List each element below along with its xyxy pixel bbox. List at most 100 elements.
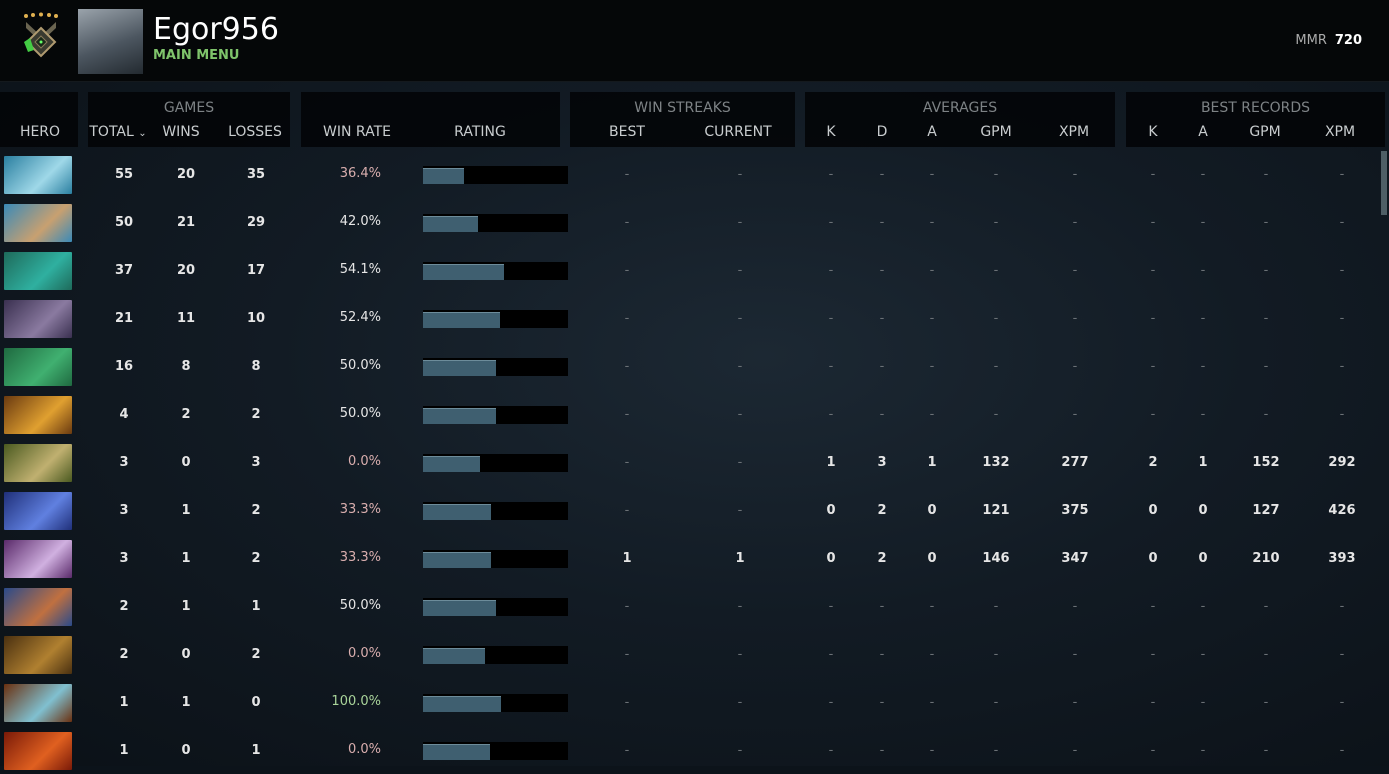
cell-losses: 8 <box>251 359 261 374</box>
col-hero[interactable]: HERO <box>19 124 61 140</box>
col-best-streak[interactable]: BEST <box>609 124 645 140</box>
cell-avg-a: 0 <box>927 551 937 566</box>
cell-avg-d: 2 <box>877 503 887 518</box>
cell-best-streak: - <box>624 167 630 182</box>
rating-bar-fill <box>423 216 479 232</box>
col-avg-k[interactable]: K <box>826 124 836 140</box>
table-row[interactable]: 21 11 10 - - - - - - - - - - - 52.4% <box>0 294 1380 342</box>
cell-losses: 2 <box>251 551 261 566</box>
cell-current-streak: - <box>737 743 743 758</box>
table-row[interactable]: 3 1 2 1 1 0 2 0 146 347 0 0 210 393 33.3% <box>0 534 1380 582</box>
header-panel-hero <box>0 92 78 147</box>
hero-portrait[interactable] <box>4 636 72 674</box>
col-avg-xpm[interactable]: XPM <box>1058 124 1090 140</box>
cell-avg-k: - <box>828 599 834 614</box>
rating-bar-fill <box>423 168 464 184</box>
cell-total: 2 <box>119 647 129 662</box>
table-row[interactable]: 55 20 35 - - - - - - - - - - - 36.4% <box>0 150 1380 198</box>
cell-losses: 2 <box>251 503 261 518</box>
hero-portrait[interactable] <box>4 684 72 722</box>
col-avg-gpm[interactable]: GPM <box>980 124 1012 140</box>
cell-best-streak: - <box>624 695 630 710</box>
cell-avg-d: - <box>879 407 885 422</box>
col-best-a[interactable]: A <box>1198 124 1208 140</box>
cell-best-xpm: - <box>1339 167 1345 182</box>
table-row[interactable]: 4 2 2 - - - - - - - - - - - 50.0% <box>0 390 1380 438</box>
table-row[interactable]: 37 20 17 - - - - - - - - - - - 54.1% <box>0 246 1380 294</box>
hero-portrait[interactable] <box>4 300 72 338</box>
cell-losses: 1 <box>251 599 261 614</box>
cell-best-a: 0 <box>1198 551 1208 566</box>
scrollbar[interactable] <box>1381 151 1387 215</box>
rating-bar-fill <box>423 696 502 712</box>
col-losses[interactable]: LOSSES <box>228 124 282 140</box>
table-row[interactable]: 50 21 29 - - - - - - - - - - - 42.0% <box>0 198 1380 246</box>
col-rating[interactable]: RATING <box>454 124 506 140</box>
rating-bar-fill <box>423 312 500 328</box>
cell-best-k: 0 <box>1148 503 1158 518</box>
cell-losses: 29 <box>246 215 266 230</box>
cell-avg-d: - <box>879 695 885 710</box>
rating-bar-fill <box>423 408 496 424</box>
cell-best-a: - <box>1200 599 1206 614</box>
hero-portrait[interactable] <box>4 732 72 770</box>
cell-total: 50 <box>114 215 134 230</box>
cell-avg-xpm: - <box>1072 647 1078 662</box>
hero-portrait[interactable] <box>4 348 72 386</box>
col-wins[interactable]: WINS <box>162 124 200 140</box>
hero-portrait[interactable] <box>4 252 72 290</box>
col-best-k[interactable]: K <box>1148 124 1158 140</box>
table-row[interactable]: 2 1 1 - - - - - - - - - - - 50.0% <box>0 582 1380 630</box>
col-best-xpm[interactable]: XPM <box>1324 124 1356 140</box>
cell-win-rate: 36.4% <box>339 166 381 181</box>
cell-losses: 10 <box>246 311 266 326</box>
cell-best-xpm: - <box>1339 647 1345 662</box>
table-row[interactable]: 2 0 2 - - - - - - - - - - - 0.0% <box>0 630 1380 678</box>
col-win-rate[interactable]: WIN RATE <box>323 124 391 140</box>
cell-avg-xpm: 375 <box>1061 503 1089 518</box>
table-row[interactable]: 1 0 1 - - - - - - - - - - - 0.0% <box>0 726 1380 774</box>
cell-best-gpm: - <box>1263 359 1269 374</box>
cell-best-xpm: - <box>1339 215 1345 230</box>
hero-portrait[interactable] <box>4 492 72 530</box>
hero-portrait[interactable] <box>4 588 72 626</box>
cell-best-k: - <box>1150 695 1156 710</box>
cell-current-streak: - <box>737 167 743 182</box>
cell-best-xpm: - <box>1339 407 1345 422</box>
hero-portrait[interactable] <box>4 156 72 194</box>
table-row[interactable]: 1 1 0 - - - - - - - - - - - 100.0% <box>0 678 1380 726</box>
hero-portrait[interactable] <box>4 396 72 434</box>
cell-wins: 1 <box>181 503 191 518</box>
col-current-streak[interactable]: CURRENT <box>704 124 772 140</box>
cell-best-xpm: - <box>1339 743 1345 758</box>
cell-win-rate: 0.0% <box>347 454 381 469</box>
cell-best-streak: - <box>624 599 630 614</box>
col-avg-d[interactable]: D <box>876 124 888 140</box>
cell-best-k: - <box>1150 263 1156 278</box>
col-avg-a[interactable]: A <box>927 124 937 140</box>
cell-win-rate: 100.0% <box>331 694 381 709</box>
hero-portrait[interactable] <box>4 540 72 578</box>
hero-portrait[interactable] <box>4 444 72 482</box>
table-row[interactable]: 3 1 2 - - 0 2 0 121 375 0 0 127 426 33.3% <box>0 486 1380 534</box>
cell-avg-a: - <box>929 167 935 182</box>
main-menu-link[interactable]: MAIN MENU <box>153 48 240 63</box>
table-row[interactable]: 16 8 8 - - - - - - - - - - - 50.0% <box>0 342 1380 390</box>
table-row[interactable]: 3 0 3 - - 1 3 1 132 277 2 1 152 292 0.0% <box>0 438 1380 486</box>
col-best-gpm[interactable]: GPM <box>1249 124 1281 140</box>
cell-avg-d: - <box>879 647 885 662</box>
avatar[interactable] <box>78 9 143 74</box>
cell-win-rate: 33.3% <box>339 550 381 565</box>
cell-avg-d: - <box>879 263 885 278</box>
header-panel-averages <box>805 92 1115 147</box>
cell-best-xpm: - <box>1339 695 1345 710</box>
cell-avg-gpm: - <box>993 647 999 662</box>
cell-avg-gpm: 132 <box>982 455 1010 470</box>
cell-total: 55 <box>114 167 134 182</box>
cell-win-rate: 50.0% <box>339 406 381 421</box>
cell-best-xpm: 292 <box>1328 455 1356 470</box>
col-total[interactable]: TOTAL ⌄ <box>89 124 146 140</box>
profile-header: Egor956 MAIN MENU MMR 720 <box>0 0 1389 82</box>
cell-avg-gpm: - <box>993 359 999 374</box>
hero-portrait[interactable] <box>4 204 72 242</box>
